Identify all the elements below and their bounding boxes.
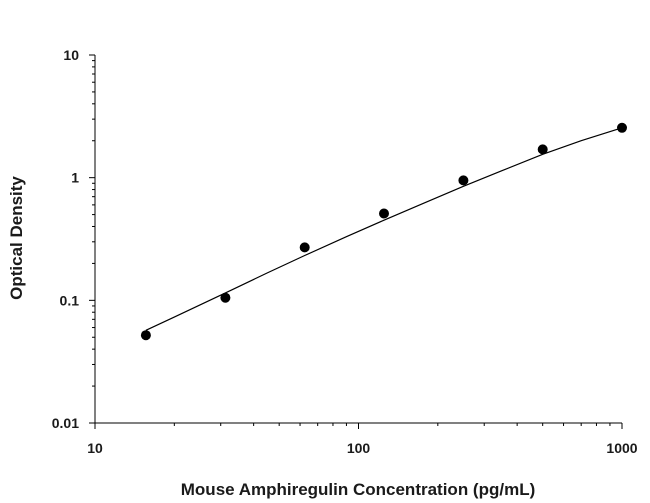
- x-tick-label: 10: [87, 440, 103, 456]
- data-point: [299, 242, 310, 253]
- data-point: [220, 292, 231, 303]
- y-tick-label: 1: [71, 170, 79, 186]
- x-axis-title: Mouse Amphiregulin Concentration (pg/mL): [181, 480, 535, 499]
- ticks: [89, 54, 623, 429]
- fit-curve-line: [145, 127, 623, 331]
- data-point: [379, 208, 389, 219]
- x-tick-label: 100: [347, 440, 371, 456]
- axes: [94, 55, 622, 424]
- y-tick-label: 10: [63, 47, 79, 63]
- y-axis-title: Optical Density: [7, 176, 26, 300]
- data-point: [140, 330, 151, 341]
- data-point: [458, 175, 469, 186]
- data-point: [537, 144, 548, 155]
- y-tick-label: 0.01: [52, 415, 79, 431]
- data-point: [617, 122, 627, 133]
- tick-labels: 0.01 0.1 1 10 10 100 1000: [52, 47, 638, 456]
- x-tick-label: 1000: [606, 440, 637, 456]
- data-points: [140, 122, 627, 341]
- y-tick-label: 0.1: [60, 292, 80, 308]
